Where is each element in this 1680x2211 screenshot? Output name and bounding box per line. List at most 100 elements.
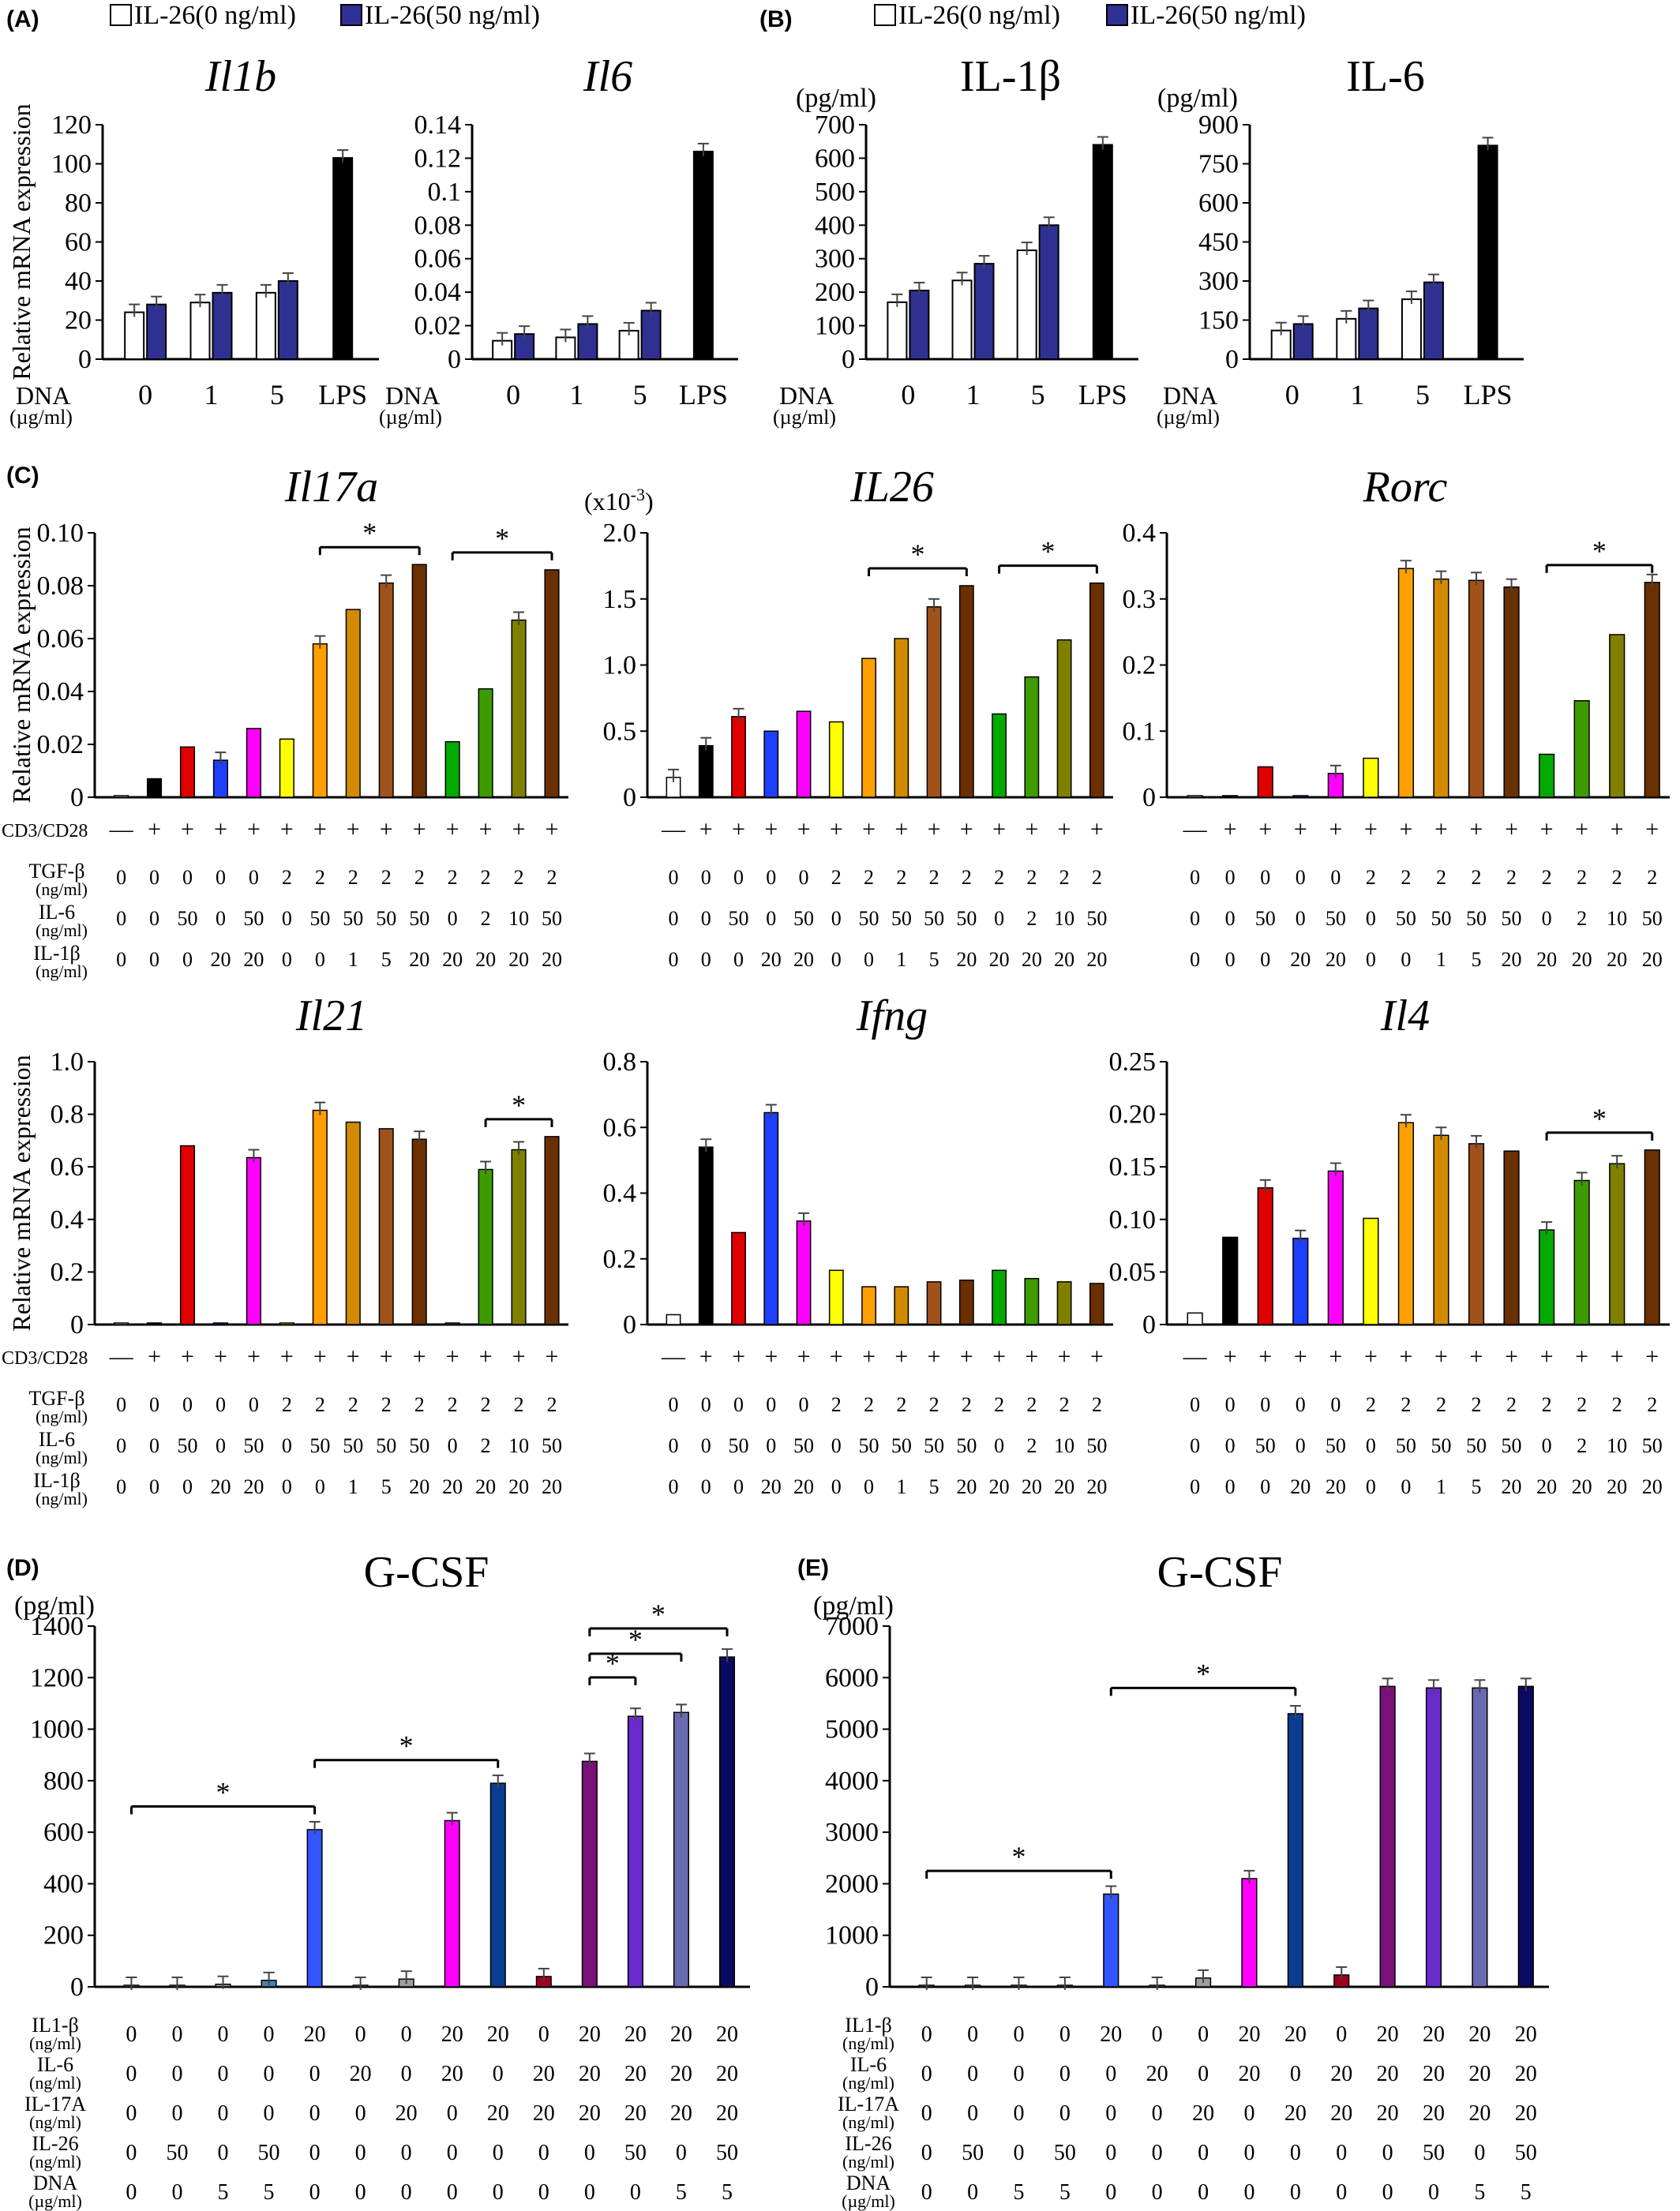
row-value-il6: 50 xyxy=(1086,907,1107,930)
row-value-il1b: 0 xyxy=(733,948,744,971)
row-value-tgfb: 2 xyxy=(1366,1393,1376,1416)
legend-swatch-ctrl xyxy=(874,4,896,26)
row-value-tgfb: 2 xyxy=(1506,1393,1517,1416)
cd3-value: + xyxy=(148,1343,161,1370)
cd3-value: + xyxy=(1611,1343,1624,1370)
chart-title: IL-1β xyxy=(960,52,1061,101)
legend-label-ctrl: IL-26(0 ng/ml) xyxy=(134,1,296,30)
row-value-il1b: 0 xyxy=(1059,2022,1071,2047)
row-value-tgfb: 2 xyxy=(1542,866,1552,889)
row-value-il17a: 0 xyxy=(967,2101,978,2126)
row-value-il1b: 20 xyxy=(1290,1475,1311,1498)
row-value-il1b: 5 xyxy=(929,1475,939,1498)
cd3-value: — xyxy=(661,1343,686,1370)
row-value-il1b: 0 xyxy=(733,1475,744,1498)
y-tick-label: 0.8 xyxy=(603,1047,637,1077)
cd3-value: + xyxy=(764,1343,778,1370)
row-value-il1b: 5 xyxy=(929,948,939,971)
row-value-il17a: 20 xyxy=(1468,2101,1491,2126)
bar-c5-13 xyxy=(1089,1283,1104,1325)
row-value-il1b: 0 xyxy=(282,948,292,971)
significance-star: * xyxy=(910,538,924,570)
cd3-value: + xyxy=(992,816,1006,842)
row-value-il1b: 0 xyxy=(1366,948,1376,971)
row-value-tgfb: 2 xyxy=(481,1393,491,1416)
chart-c4: 0 0.2 0.4 0.6 0.8 1.0 Il21 Relative mRNA expres… xyxy=(7,991,568,1340)
row-value-il17a: 20 xyxy=(396,2101,418,2126)
cd3-value: + xyxy=(347,816,360,842)
row-value-il1b: 20 xyxy=(989,948,1010,971)
bar-c6-3 xyxy=(1292,1238,1309,1325)
row-value-il26: 50 xyxy=(166,2141,188,2165)
row-value-tgfb: 2 xyxy=(448,866,458,889)
condition-rows-layer: CD3/CD28— + + + + + + + + + + + + +TGF-β(ng/ml)0 0 0 0 0 2… xyxy=(2,816,1663,2211)
row-value-il1b: 20 xyxy=(1022,1475,1042,1498)
y-tick-label: 0.15 xyxy=(1109,1152,1157,1182)
row-value-dna: 0 xyxy=(630,2180,641,2205)
y-tick-label: 0.10 xyxy=(37,519,84,548)
row-value-il17a: 20 xyxy=(624,2101,647,2126)
bar-c3-7 xyxy=(1433,578,1449,798)
row-value-il17a: 20 xyxy=(1330,2101,1352,2126)
y-tick-label: 0.4 xyxy=(51,1205,84,1235)
row-value-il1b: 0 xyxy=(282,1475,292,1498)
row-value-il6: 2 xyxy=(1026,1434,1037,1457)
row-value-il6: 0 xyxy=(1366,1434,1376,1457)
bar-c1-1 xyxy=(146,778,163,798)
bar-c2-5 xyxy=(828,721,844,798)
row-value-tgfb: 2 xyxy=(1647,866,1657,889)
row-value-tgfb: 2 xyxy=(481,866,491,889)
chart-b1: 0 100 200 300 400 500 600 700 IL-1β (pg/ml) 0 1 5 LPS… xyxy=(773,52,1138,429)
row-value-tgfb: 2 xyxy=(514,1393,524,1416)
cd3-value: + xyxy=(1258,1343,1272,1370)
row-value-il6: 20 xyxy=(1238,2062,1260,2086)
row-value-il6: 20 xyxy=(441,2062,463,2086)
bar-c5-9 xyxy=(958,1280,974,1325)
row-value-tgfb: 0 xyxy=(149,1393,159,1416)
cd3-value: + xyxy=(413,816,426,842)
y-unit-label: (pg/ml) xyxy=(14,1591,95,1621)
row-label-dna: DNA xyxy=(33,2172,78,2194)
chart-c5: 0 0.2 0.4 0.6 0.8 Ifng xyxy=(603,991,1113,1340)
row-value-tgfb: 2 xyxy=(547,1393,557,1416)
row-value-il6: 20 xyxy=(1146,2062,1168,2086)
rows-c4: CD3/CD28— + + + + + + + + + + + + +TGF-β(ng/ml)0 0 0 0 0 2… xyxy=(2,1343,562,1508)
significance-star: * xyxy=(1011,1841,1026,1872)
row-value-il1b: 5 xyxy=(381,948,392,971)
bar-c5-7 xyxy=(894,1286,909,1325)
row-value-tgfb: 0 xyxy=(216,866,226,889)
y-tick-label: 0.3 xyxy=(1123,585,1157,614)
bar-c6-13 xyxy=(1644,1149,1660,1325)
row-value-tgfb: 2 xyxy=(864,866,874,889)
y-tick-label: 0.2 xyxy=(603,1245,637,1274)
row-value-il6: 50 xyxy=(891,907,912,930)
row-value-tgfb: 0 xyxy=(669,1393,679,1416)
x-tick-label: 0 xyxy=(138,379,152,410)
cd3-value: + xyxy=(1258,816,1272,842)
bar-d-10 xyxy=(581,1760,598,1988)
row-value-tgfb: 0 xyxy=(182,1393,193,1416)
row-value-il17a: 0 xyxy=(1152,2101,1163,2126)
bar-d-11 xyxy=(627,1715,643,1988)
cd3-value: + xyxy=(1329,1343,1342,1370)
significance-star: * xyxy=(1592,535,1607,567)
row-value-il1b: 0 xyxy=(1366,1475,1376,1498)
cd3-value: + xyxy=(830,816,843,842)
y-tick-label: 0 xyxy=(623,783,636,812)
dna-row-label: DNA xyxy=(779,381,834,410)
y-tick-label: 500 xyxy=(815,178,855,207)
row-value-il1b: 0 xyxy=(538,2022,549,2047)
row-value-tgfb: 0 xyxy=(799,866,809,889)
row-value-il6: 50 xyxy=(343,1434,363,1457)
row-value-tgfb: 0 xyxy=(182,866,193,889)
y-unit-label: (pg/ml) xyxy=(796,84,876,113)
y-tick-label: 7000 xyxy=(825,1612,879,1641)
bar-c2-3 xyxy=(763,730,779,798)
row-value-il1b: 0 xyxy=(182,1475,193,1498)
row-value-il6: 0 xyxy=(1190,1434,1200,1457)
row-value-il26: 0 xyxy=(1243,2141,1254,2165)
bar-c3-1 xyxy=(1222,795,1239,798)
row-value-il1b: 20 xyxy=(441,2022,463,2047)
cd3-value: + xyxy=(313,1343,327,1370)
row-value-il1b: 0 xyxy=(1152,2022,1163,2047)
